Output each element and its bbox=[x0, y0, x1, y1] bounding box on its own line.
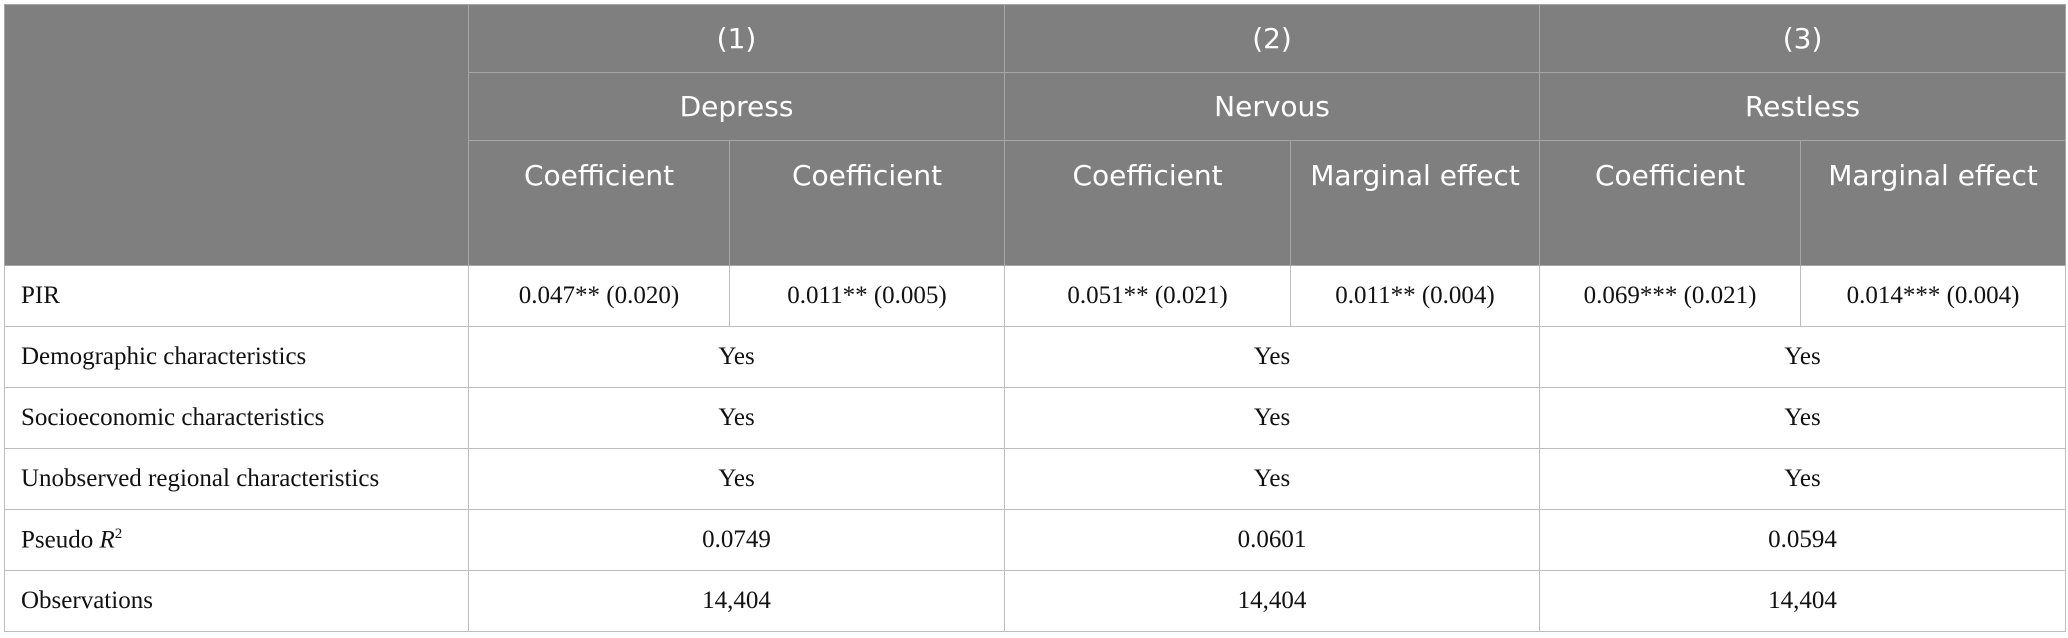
header-corner bbox=[4, 4, 469, 266]
table-row: Unobserved regional characteristics Yes Ye… bbox=[4, 448, 2067, 510]
cell: 0.047** (0.020) bbox=[468, 265, 730, 327]
row-label: Pseudo R2 bbox=[4, 509, 469, 571]
column-header: Marginal effect bbox=[1290, 140, 1541, 266]
label-italic: R bbox=[99, 526, 115, 554]
column-header: Coefficient bbox=[1539, 140, 1802, 266]
cell: 0.014*** (0.004) bbox=[1800, 265, 2067, 327]
header-row: Depress Nervous Restless bbox=[5, 72, 2067, 141]
outcome-header: Restless bbox=[1539, 72, 2067, 141]
column-header: Coefficient bbox=[1004, 140, 1292, 266]
cell: 0.0749 bbox=[467, 509, 1006, 571]
cell: Yes bbox=[467, 326, 1006, 388]
cell: Yes bbox=[467, 387, 1006, 449]
cell: 0.069*** (0.021) bbox=[1539, 265, 1802, 327]
cell: 0.0594 bbox=[1539, 509, 2067, 571]
table-row: Pseudo R2 0.0749 0.0601 0.0594 bbox=[4, 509, 2067, 571]
cell: Yes bbox=[1539, 387, 2067, 449]
column-header: Coefficient bbox=[468, 140, 730, 266]
cell: Yes bbox=[1004, 326, 1541, 388]
cell: Yes bbox=[1004, 387, 1541, 449]
row-label: Demographic characteristics bbox=[4, 326, 469, 388]
cell: 0.011** (0.005) bbox=[728, 265, 1006, 327]
table-row: Demographic characteristics Yes Yes Yes bbox=[4, 326, 2067, 388]
cell: Yes bbox=[1004, 448, 1541, 510]
cell: Yes bbox=[467, 448, 1006, 510]
row-label: Socioeconomic characteristics bbox=[4, 387, 469, 449]
model-header: (2) bbox=[1004, 4, 1541, 73]
cell: 14,404 bbox=[467, 570, 1006, 632]
row-label: Unobserved regional characteristics bbox=[4, 448, 469, 510]
model-header: (1) bbox=[467, 4, 1006, 73]
cell: 0.0601 bbox=[1004, 509, 1541, 571]
column-header: Marginal effect bbox=[1800, 140, 2067, 266]
header-row: (1) (2) (3) bbox=[4, 4, 2067, 266]
table-row: PIR 0.047** (0.020) 0.011** (0.005) 0.051**… bbox=[4, 265, 2067, 327]
results-table: (1) (2) (3) Depress Nervous Restless Coe… bbox=[4, 4, 2067, 632]
cell: 14,404 bbox=[1004, 570, 1541, 632]
cell: 0.011** (0.004) bbox=[1290, 265, 1541, 327]
row-label: Observations bbox=[4, 570, 469, 632]
outcome-header: Nervous bbox=[1004, 72, 1541, 141]
column-header: Coefficient bbox=[728, 140, 1006, 266]
table-row: Socioeconomic characteristics Yes Yes Yes bbox=[4, 387, 2067, 449]
label-superscript: 2 bbox=[114, 525, 123, 542]
cell: Yes bbox=[1539, 448, 2067, 510]
cell: Yes bbox=[1539, 326, 2067, 388]
header-row: Coefficient Coefficient Coefficient Marg… bbox=[5, 140, 2067, 266]
table-body: PIR 0.047** (0.020) 0.011** (0.005) 0.051**… bbox=[4, 265, 2067, 632]
label-text: Pseudo bbox=[21, 526, 100, 554]
outcome-header: Depress bbox=[467, 72, 1006, 141]
cell: 0.051** (0.021) bbox=[1004, 265, 1292, 327]
table-row: Observations 14,404 14,404 14,404 bbox=[4, 570, 2067, 632]
cell: 14,404 bbox=[1539, 570, 2067, 632]
row-label: PIR bbox=[4, 265, 469, 327]
model-header: (3) bbox=[1539, 4, 2067, 73]
